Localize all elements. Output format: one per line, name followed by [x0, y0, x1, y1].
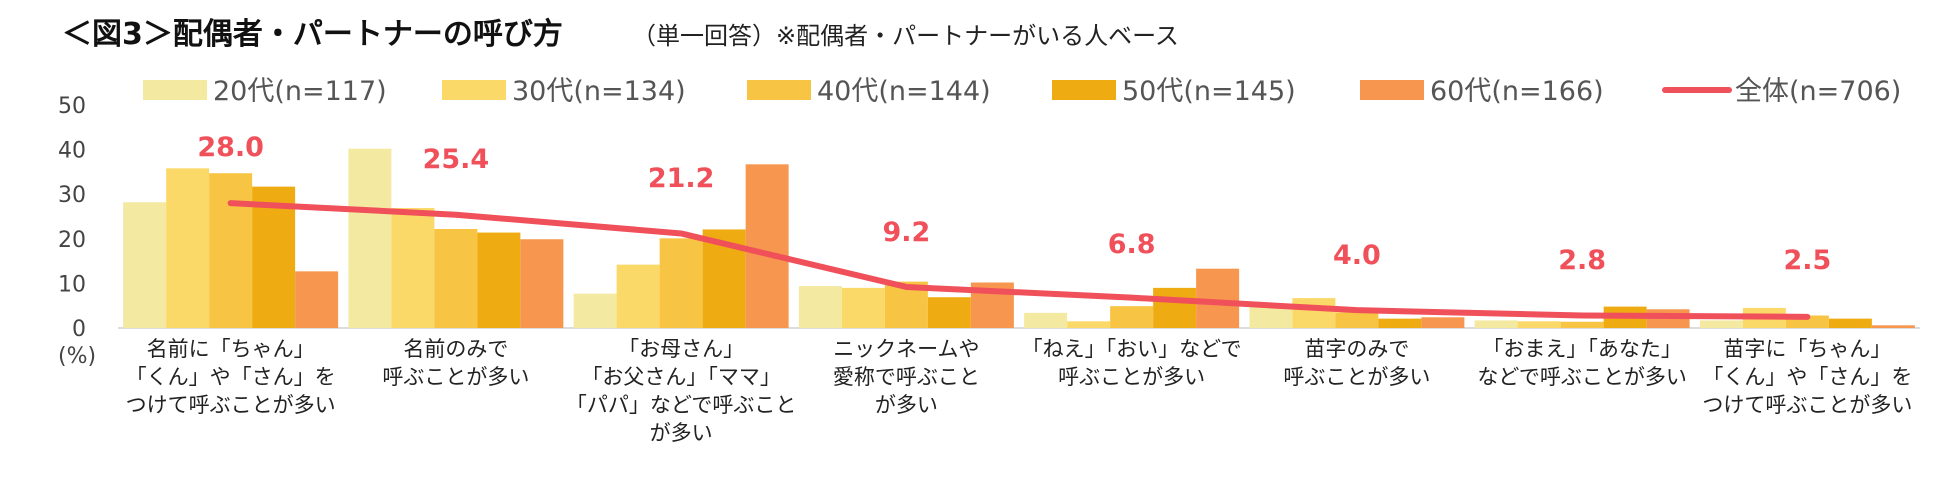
bar-40s-cat7	[1560, 321, 1604, 328]
category-labels: 名前に「ちゃん」「くん」や「さん」をつけて呼ぶことが多い名前のみで呼ぶことが多い…	[126, 337, 1913, 445]
total-line: 28.0 25.4 21.2 9.2 6.8 4.0 2.8 2.5	[197, 132, 1831, 320]
bar-50s-cat8	[1828, 318, 1872, 328]
total-label-cat6: 4.0	[1333, 240, 1381, 271]
category-label-1-line3: つけて呼ぶことが多い	[126, 393, 336, 417]
total-series-line	[227, 200, 1811, 320]
total-label-cat3: 21.2	[648, 163, 715, 194]
total-label-cat8: 2.5	[1783, 245, 1831, 276]
category-label-2-line2: 呼ぶことが多い	[382, 365, 529, 389]
bar-60s-cat6	[1421, 317, 1465, 328]
category-label-4-line1: ニックネームや	[833, 337, 979, 361]
bar-40s-cat6	[1335, 312, 1379, 328]
category-label-7-line2: などで呼ぶことが多い	[1477, 365, 1687, 389]
legend-swatch-30s	[442, 80, 506, 100]
bar-60s-cat8	[1871, 325, 1915, 328]
category-label-5-line1: 「ねえ」「おい」などで	[1022, 337, 1242, 361]
category-label-8-line3: つけて呼ぶことが多い	[1702, 393, 1912, 417]
legend-label-5: 60代(n=166)	[1430, 76, 1604, 107]
y-tick-40: 40	[58, 139, 86, 164]
category-label-1-line1: 名前に「ちゃん」	[147, 337, 315, 361]
chart-subtitle: （単一回答）※配偶者・パートナーがいる人ベース	[632, 22, 1179, 50]
bar-40s-cat5	[1110, 306, 1154, 328]
category-label-5-line2: 呼ぶことが多い	[1058, 365, 1205, 389]
category-label-3-line2: 「お父さん」「ママ」	[581, 365, 781, 389]
category-label-3-line3: 「パパ」などで呼ぶこと	[566, 393, 797, 417]
bar-30s-cat2	[391, 208, 435, 328]
bar-20s-cat1	[123, 202, 167, 328]
legend-label-1: 20代(n=117)	[213, 76, 387, 107]
bar-20s-cat7	[1474, 320, 1518, 328]
bar-30s-cat1	[166, 168, 210, 328]
bar-40s-cat1	[209, 173, 253, 328]
y-tick-50: 50	[58, 94, 86, 119]
legend-swatch-40s	[747, 80, 811, 100]
legend-label-2: 30代(n=134)	[512, 76, 686, 107]
legend-swatch-60s	[1360, 80, 1424, 100]
bar-20s-cat6	[1249, 305, 1293, 328]
bar-50s-cat1	[252, 186, 296, 328]
total-label-cat2: 25.4	[423, 144, 490, 175]
bar-20s-cat3	[573, 293, 617, 328]
y-tick-10: 10	[58, 272, 86, 297]
bar-60s-cat5	[1196, 268, 1240, 328]
category-label-8-line2: 「くん」や「さん」を	[1702, 365, 1912, 389]
category-label-6-line1: 苗字のみで	[1304, 337, 1409, 361]
y-tick-30: 30	[58, 183, 86, 208]
category-label-8-line1: 苗字に「ちゃん」	[1723, 337, 1891, 361]
y-axis-unit: (%)	[58, 344, 96, 369]
total-label-cat7: 2.8	[1558, 245, 1606, 276]
category-label-3-line4: が多い	[650, 421, 713, 445]
bar-50s-cat2	[477, 232, 521, 328]
bar-40s-cat2	[434, 228, 478, 328]
bars	[123, 148, 1915, 328]
bar-20s-cat2	[348, 148, 392, 328]
category-label-4-line2: 愛称で呼ぶこと	[833, 365, 980, 389]
bar-20s-cat5	[1024, 312, 1068, 328]
category-label-4-line3: が多い	[875, 393, 938, 417]
y-tick-0: 0	[72, 317, 86, 342]
category-label-1-line2: 「くん」や「さん」を	[126, 365, 336, 389]
legend-swatch-50s	[1052, 80, 1116, 100]
bar-30s-cat6	[1292, 298, 1336, 328]
category-label-6-line2: 呼ぶことが多い	[1283, 365, 1430, 389]
total-label-cat5: 6.8	[1108, 229, 1156, 260]
total-label-cat1: 28.0	[197, 132, 264, 163]
bar-20s-cat4	[798, 286, 842, 328]
bar-60s-cat2	[520, 239, 564, 328]
category-label-3-line1: 「お母さん」	[618, 337, 744, 361]
category-label-7-line1: 「おまえ」「あなた」	[1482, 337, 1682, 361]
bar-50s-cat6	[1378, 318, 1422, 328]
bar-20s-cat8	[1699, 320, 1743, 328]
bar-50s-cat5	[1153, 287, 1197, 328]
bar-60s-cat1	[295, 271, 339, 328]
bar-50s-cat4	[927, 297, 971, 328]
legend-label-3: 40代(n=144)	[817, 76, 991, 107]
bar-30s-cat3	[616, 264, 660, 328]
legend-label-4: 50代(n=145)	[1122, 76, 1296, 107]
total-label-cat4: 9.2	[882, 217, 930, 248]
category-label-2-line1: 名前のみで	[403, 337, 508, 361]
legend-label-6: 全体(n=706)	[1735, 76, 1901, 107]
chart-title: ＜図3＞配偶者・パートナーの呼び方	[62, 17, 563, 52]
bar-60s-cat3	[745, 164, 789, 328]
bar-40s-cat3	[659, 238, 703, 328]
bar-30s-cat4	[841, 287, 885, 328]
bar-30s-cat5	[1067, 321, 1111, 328]
legend-swatch-20s	[143, 80, 207, 100]
y-tick-20: 20	[58, 228, 86, 253]
legend: 20代(n=117) 30代(n=134) 40代(n=144) 50代(n=145)…	[143, 76, 1901, 107]
bar-30s-cat7	[1517, 321, 1561, 328]
